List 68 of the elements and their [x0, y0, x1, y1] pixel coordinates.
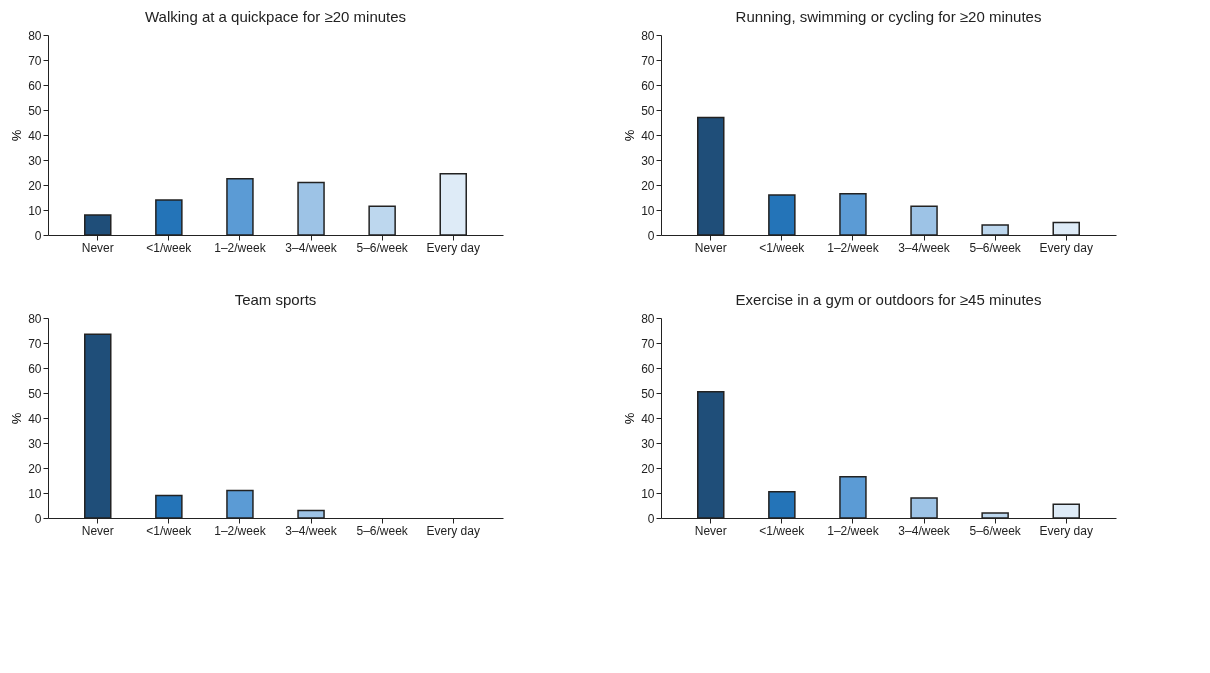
y-tick-label: 50 — [28, 386, 42, 401]
y-tick-label: 50 — [641, 386, 655, 401]
y-tick-label: 10 — [641, 203, 655, 218]
x-tick-label: 3–4/week — [898, 240, 951, 255]
x-tick-label: 1–2/week — [214, 523, 267, 538]
x-tick-label: Every day — [426, 523, 480, 538]
x-tick-label: Never — [694, 523, 727, 538]
y-axis-title: % — [622, 129, 638, 142]
y-tick-label: 0 — [34, 228, 42, 243]
x-tick-label: 1–2/week — [214, 240, 267, 255]
y-tick-label: 40 — [641, 128, 655, 143]
y-tick-label: 40 — [28, 411, 42, 426]
y-tick-label: 70 — [641, 336, 655, 351]
x-tick-label: 5–6/week — [356, 523, 409, 538]
y-tick-label: 60 — [28, 361, 42, 376]
y-tick-label: 60 — [28, 78, 42, 93]
y-tick-label: 70 — [641, 53, 655, 68]
chart-title: Walking at a quickpace for ≥20 minutes — [144, 8, 407, 25]
y-tick-label: 0 — [647, 511, 655, 526]
x-tick-label: Every day — [1039, 240, 1093, 255]
y-tick-label: 50 — [641, 103, 655, 118]
x-tick-label: <1/week — [759, 523, 806, 538]
y-axis-title: % — [622, 412, 638, 425]
y-tick-label: 60 — [641, 361, 655, 376]
y-tick-label: 20 — [28, 178, 42, 193]
y-tick-label: 10 — [28, 203, 42, 218]
y-axis-title: % — [9, 129, 25, 142]
y-tick-label: 80 — [28, 311, 42, 326]
x-tick-label: <1/week — [146, 240, 193, 255]
y-axis-title: % — [9, 412, 25, 425]
x-tick-label: <1/week — [759, 240, 806, 255]
y-tick-label: 60 — [641, 78, 655, 93]
y-tick-label: 10 — [28, 486, 42, 501]
x-tick-label: Never — [81, 240, 114, 255]
y-tick-label: 0 — [34, 511, 42, 526]
x-tick-label: Never — [81, 523, 114, 538]
y-tick-label: 20 — [641, 461, 655, 476]
y-tick-label: 70 — [28, 53, 42, 68]
y-tick-label: 30 — [28, 436, 42, 451]
x-tick-label: Every day — [426, 240, 480, 255]
x-tick-label: 1–2/week — [827, 240, 880, 255]
y-tick-label: 40 — [641, 411, 655, 426]
chart-title: Running, swimming or cycling for ≥20 minutes — [735, 8, 1042, 25]
x-tick-label: 1–2/week — [827, 523, 880, 538]
y-tick-label: 30 — [28, 153, 42, 168]
y-tick-label: 30 — [641, 436, 655, 451]
y-tick-label: 10 — [641, 486, 655, 501]
x-tick-label: 3–4/week — [285, 523, 338, 538]
y-tick-label: 40 — [28, 128, 42, 143]
y-tick-label: 50 — [28, 103, 42, 118]
y-tick-label: 70 — [28, 336, 42, 351]
chart-title: Team sports — [234, 291, 317, 308]
x-tick-label: 5–6/week — [356, 240, 409, 255]
y-tick-label: 0 — [647, 228, 655, 243]
x-tick-label: Every day — [1039, 523, 1093, 538]
x-tick-label: 5–6/week — [969, 240, 1022, 255]
y-tick-label: 20 — [641, 178, 655, 193]
x-tick-label: <1/week — [146, 523, 193, 538]
x-tick-label: 5–6/week — [969, 523, 1022, 538]
x-tick-label: Never — [694, 240, 727, 255]
y-tick-label: 20 — [28, 461, 42, 476]
chart-title: Exercise in a gym or outdoors for ≥45 minutes — [735, 291, 1042, 308]
y-tick-label: 80 — [641, 28, 655, 43]
y-tick-label: 80 — [641, 311, 655, 326]
x-tick-label: 3–4/week — [898, 523, 951, 538]
y-tick-label: 80 — [28, 28, 42, 43]
y-tick-label: 30 — [641, 153, 655, 168]
x-tick-label: 3–4/week — [285, 240, 338, 255]
